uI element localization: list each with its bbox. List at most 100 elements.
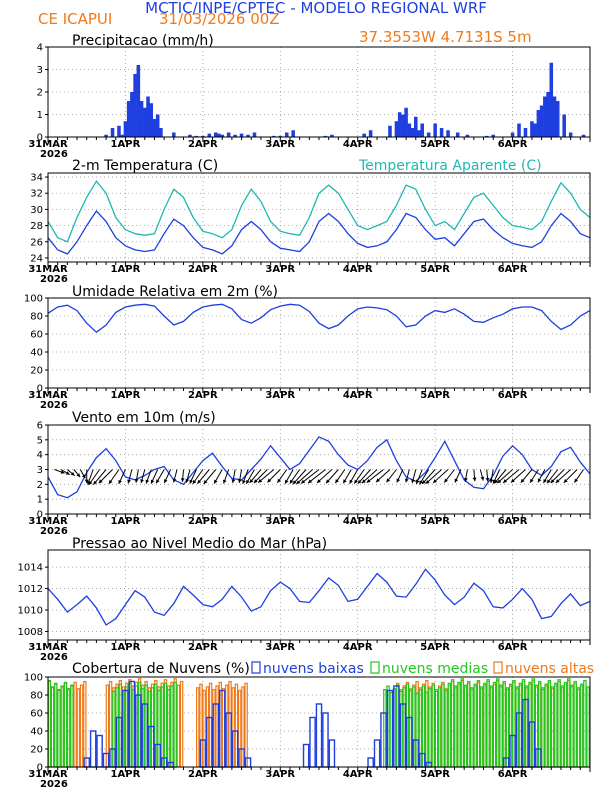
wind-arrow-head <box>308 479 313 484</box>
wind-arrow-head <box>185 478 190 483</box>
station-location: CE ICAPUI <box>38 10 112 28</box>
cloud-bar-nuvens-medias <box>541 687 545 768</box>
precip-bar <box>491 134 495 137</box>
panel-pressure: 1008 1010 1012 1014 31MAR 1APR 2APR 3APR 4APR 5AP… <box>18 536 591 663</box>
precip-bar <box>246 134 250 137</box>
panel-rh: 0 20 40 60 80 100 31MAR 1APR 2APR 3APR 4APR 5APR 6AP… <box>24 284 591 411</box>
wind-arrow-head <box>84 479 89 484</box>
precip-bar <box>523 128 528 137</box>
cloud-bar-nuvens-medias <box>473 683 477 768</box>
cloud-bar-nuvens-medias <box>173 681 177 768</box>
cloud-bar-nuvens-medias <box>467 680 471 768</box>
cloud-bar-nuvens-baixas <box>96 734 103 768</box>
precip-bar <box>446 130 450 137</box>
x-tick-label: 31MAR <box>28 642 68 653</box>
cloud-bar-nuvens-medias <box>560 685 565 768</box>
wind-arrow-head <box>422 480 426 484</box>
x-tick-label: 6APR <box>498 769 528 780</box>
precip-bar <box>484 135 489 137</box>
cloud-bar-nuvens-medias <box>470 687 474 768</box>
wind-arrow-head <box>472 477 477 482</box>
panel-title-temp: 2-m Temperatura (C) <box>72 158 218 174</box>
y-tick-label: 4 <box>37 43 43 54</box>
precip-bar <box>433 123 437 137</box>
series-line-temperatura-aparente <box>47 179 591 243</box>
x-tick-label: 1APR <box>111 139 141 150</box>
y-tick-label: 24 <box>30 253 43 264</box>
year-label: 2026 <box>40 149 68 160</box>
precip-bar <box>330 134 334 137</box>
wind-arrow-head <box>246 479 250 484</box>
precip-bar <box>533 123 537 137</box>
cloud-bar-nuvens-medias <box>66 688 71 768</box>
y-tick-label: 0 <box>37 133 43 144</box>
precip-bar <box>155 114 160 137</box>
cloud-bar-nuvens-medias <box>444 689 448 768</box>
x-tick-label: 1APR <box>111 769 141 780</box>
cloud-bar-nuvens-baixas <box>244 757 252 768</box>
cloud-bar-nuvens-medias <box>457 681 461 768</box>
precip-bar <box>555 101 560 137</box>
x-tick-label: 2APR <box>188 264 218 275</box>
wind-arrow-head <box>296 480 301 485</box>
cloud-bar-nuvens-medias <box>573 680 577 768</box>
x-tick-label: 1APR <box>111 264 141 275</box>
y-tick-label: 28 <box>30 221 43 232</box>
precip-bar <box>233 134 237 137</box>
y-tick-label: 1 <box>37 110 43 121</box>
wind-arrow-head <box>354 479 358 484</box>
precip-bar <box>123 121 128 137</box>
wind-arrow-head <box>563 478 568 483</box>
x-tick-label: 2APR <box>188 139 218 150</box>
x-tick-label: 4APR <box>343 139 373 150</box>
wind-arrow <box>300 469 320 484</box>
y-tick-label: 6 <box>37 421 43 432</box>
cloud-bar-nuvens-medias <box>60 685 64 768</box>
precip-bar <box>388 125 392 137</box>
precip-bar <box>439 128 444 137</box>
y-tick-label: 20 <box>30 745 43 756</box>
cloud-bar-nuvens-baixas <box>373 739 381 768</box>
panel-title-precip: Precipitacao (mm/h) <box>72 33 214 49</box>
wind-arrow-head <box>197 479 202 484</box>
precip-bar <box>362 133 366 137</box>
cloud-bar-nuvens-baixas <box>83 757 90 768</box>
x-tick-label: 6APR <box>498 516 528 527</box>
precip-bar <box>213 132 218 137</box>
y-tick-label: 0 <box>37 763 43 774</box>
precip-bar <box>278 135 283 137</box>
wind-arrow-head <box>520 478 525 483</box>
cloud-bar-nuvens-medias <box>70 684 74 768</box>
wind-arrow-head <box>98 479 103 484</box>
legend-label: nuvens medias <box>382 661 488 677</box>
wind-arrow-head <box>140 479 144 484</box>
wind-arrow-head <box>433 479 438 483</box>
precip-bar <box>149 103 154 137</box>
wind-arrow-head <box>415 479 420 484</box>
wind-arrow-head <box>335 479 339 484</box>
cloud-bar-nuvens-medias <box>437 687 442 768</box>
x-tick-label: 3APR <box>265 390 295 401</box>
panel-temp: 24 26 28 30 32 34 31MAR 1APR 2APR 3APR 4APR 5APR 6AP… <box>28 158 591 285</box>
cloud-bar-nuvens-medias <box>544 683 548 768</box>
wind-arrow-head <box>127 479 131 484</box>
x-tick-label: 31MAR <box>28 139 68 150</box>
y-tick-label: 60 <box>30 709 43 720</box>
wind-arrow-head <box>555 479 560 483</box>
year-label: 2026 <box>40 274 68 285</box>
panel-wind: 0 1 2 3 4 5 6 31MAR 1APR 2APR 3APR 4APR 5APR 6APR 2026… <box>28 410 591 537</box>
wind-arrow-head <box>70 471 75 476</box>
x-tick-label: 3APR <box>265 139 295 150</box>
wind-arrow-head <box>301 479 306 484</box>
precip-bar <box>414 116 418 137</box>
x-tick-label: 3APR <box>265 642 295 653</box>
cloud-bar-nuvens-medias <box>425 691 429 768</box>
year-label: 2026 <box>40 779 68 790</box>
legend-swatch <box>493 661 503 674</box>
cloud-bar-nuvens-medias <box>547 679 552 768</box>
y-tick-label: 60 <box>30 330 43 341</box>
cloud-bar-nuvens-altas <box>79 684 84 768</box>
x-tick-label: 1APR <box>111 390 141 401</box>
y-tick-label: 80 <box>30 312 43 323</box>
